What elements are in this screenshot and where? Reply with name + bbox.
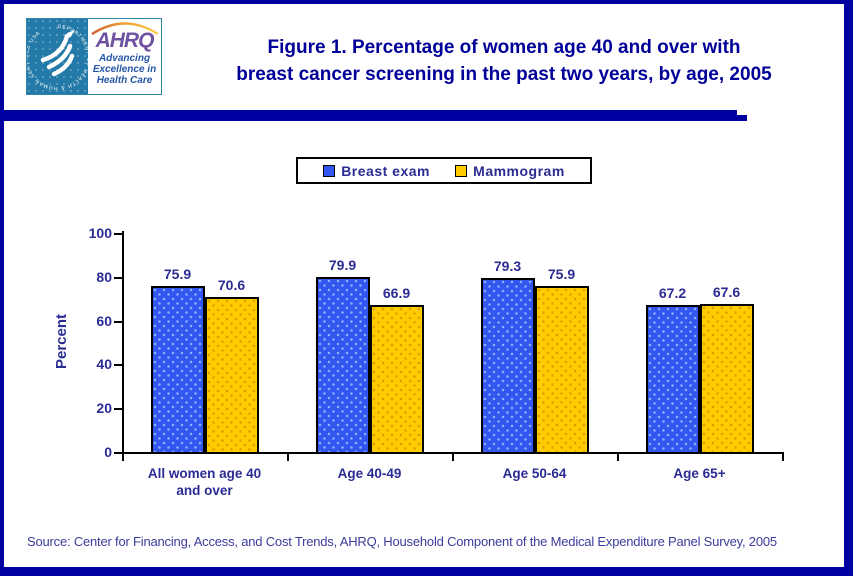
- ahrq-logo-panel: AHRQ Advancing Excellence in Health Care: [88, 19, 161, 94]
- hhs-seal: DEPARTMENT OF HEALTH & HUMAN SERVICES US…: [27, 19, 88, 94]
- y-axis-tick: [114, 276, 122, 279]
- bar-value-label: 70.6: [217, 277, 246, 293]
- legend-item: Mammogram: [455, 163, 565, 179]
- y-axis-tick: [114, 408, 122, 411]
- y-axis-tick: [114, 320, 122, 323]
- bar-breast-exam: [480, 278, 535, 454]
- bar-mammogram: [699, 304, 754, 454]
- x-category-label: Age 50-64: [502, 466, 567, 481]
- header-divider-bar: [4, 110, 747, 121]
- legend-item: Breast exam: [323, 163, 430, 179]
- bar-value-label: 67.2: [658, 285, 687, 301]
- bar-value-label: 75.9: [547, 266, 576, 282]
- bar-chart: 0 20 40 60 80 100 Percent 75.9 70.6 All women age…: [4, 4, 844, 567]
- y-axis-tick: [114, 364, 122, 367]
- figure-title-line2: breast cancer screening in the past two …: [236, 64, 772, 85]
- bar-value-label: 79.3: [493, 258, 522, 274]
- bar-mammogram: [369, 305, 424, 454]
- bar-value-label: 67.6: [712, 284, 741, 300]
- ahrq-acronym: AHRQ: [95, 29, 155, 52]
- x-axis: [122, 452, 784, 454]
- x-axis-tick: [287, 454, 289, 461]
- source-note: Source: Center for Financing, Access, an…: [27, 534, 777, 549]
- bar-value-label: 66.9: [382, 285, 411, 301]
- y-axis-tick: [114, 452, 122, 454]
- bar-value-label: 79.9: [328, 257, 357, 273]
- legend-swatch-mammogram: [455, 164, 468, 177]
- chart-legend: Breast exam Mammogram: [296, 157, 592, 184]
- bar-mammogram: [204, 297, 259, 454]
- x-axis-tick: [452, 454, 454, 461]
- y-tick-label: 0: [104, 444, 112, 460]
- rainbow-arc-icon: [90, 22, 159, 35]
- figure-title-line1: Figure 1. Percentage of women age 40 and…: [267, 37, 741, 58]
- figure-title: Figure 1. Percentage of women age 40 and…: [174, 34, 834, 88]
- y-axis-tick: [114, 233, 122, 235]
- y-tick-label: 100: [88, 225, 112, 241]
- y-axis-title: Percent: [53, 313, 71, 370]
- bar-breast-exam: [150, 286, 205, 454]
- bar-value-label: 75.9: [163, 266, 192, 282]
- hhs-eagle-icon: DEPARTMENT OF HEALTH & HUMAN SERVICES US…: [27, 24, 88, 91]
- y-tick-label: 60: [96, 312, 112, 329]
- y-tick-label: 80: [96, 268, 112, 285]
- bar-mammogram: [534, 286, 589, 454]
- legend-swatch-breast-exam: [323, 164, 336, 177]
- y-tick-label: 20: [96, 400, 112, 417]
- x-category-label: Age 65+: [673, 466, 726, 481]
- ahrq-hhs-logo: DEPARTMENT OF HEALTH & HUMAN SERVICES US…: [26, 18, 162, 95]
- x-category-label: Age 40-49: [337, 466, 402, 481]
- y-axis: [122, 231, 124, 454]
- y-tick-label: 40: [96, 356, 112, 373]
- x-axis-tick: [782, 454, 784, 461]
- x-axis-tick: [122, 454, 124, 461]
- bar-breast-exam: [645, 305, 700, 454]
- legend-label: Mammogram: [473, 162, 565, 179]
- x-category-label: All women age 40 and over: [147, 466, 262, 498]
- x-axis-tick: [617, 454, 619, 461]
- bar-breast-exam: [315, 277, 370, 454]
- legend-label: Breast exam: [341, 162, 430, 179]
- header-divider-shadow: [737, 115, 747, 121]
- ahrq-tagline: Advancing Excellence in Health Care: [92, 53, 157, 86]
